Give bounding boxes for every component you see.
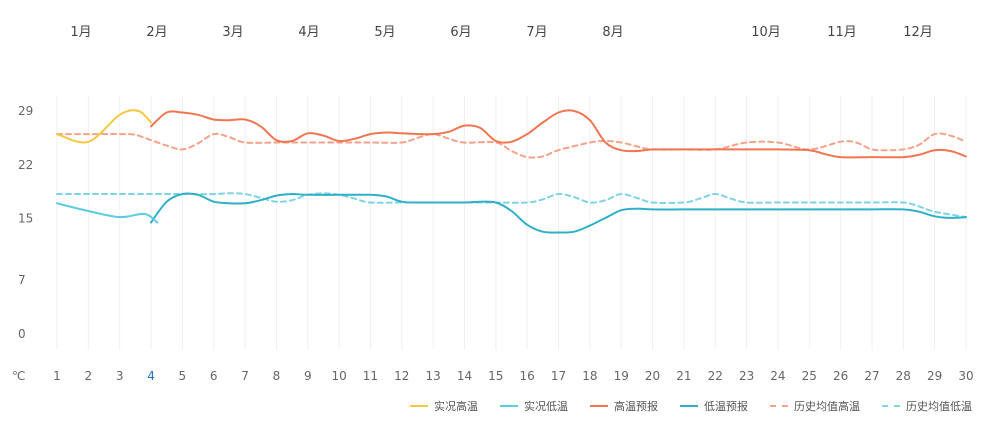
series-line-5: [56, 192, 967, 219]
month-tab-7[interactable]: 7月: [517, 17, 557, 49]
legend-swatch: [882, 405, 900, 407]
x-tick-label: 17: [551, 369, 566, 383]
x-tick-label: 26: [833, 369, 848, 383]
x-tick-label: 18: [582, 369, 597, 383]
x-tick-label: 22: [708, 369, 723, 383]
x-tick-label: 21: [676, 369, 691, 383]
series-line-3: [150, 192, 967, 234]
legend-label: 实况低温: [524, 400, 568, 413]
legend-swatch: [680, 405, 698, 407]
legend-label: 实况高温: [434, 400, 478, 413]
month-tab-6[interactable]: 6月: [441, 17, 481, 49]
x-tick-label: 24: [770, 369, 785, 383]
x-tick-label: 10: [331, 369, 346, 383]
x-tick-label: 2: [85, 369, 93, 383]
grid-lines: [56, 96, 967, 350]
x-tick-label: 16: [520, 369, 535, 383]
x-tick-label: 1: [53, 369, 61, 383]
series-line-1: [56, 202, 159, 224]
month-tab-label: 5月: [374, 25, 396, 40]
month-tab-10[interactable]: 10月: [746, 17, 786, 49]
series-lines: [56, 109, 967, 234]
x-tick-label: 4: [147, 369, 155, 383]
x-tick-label: 13: [425, 369, 440, 383]
legend-item[interactable]: 实况低温: [500, 398, 568, 414]
x-tick-label: 8: [273, 369, 281, 383]
month-tab-label: 1月: [70, 25, 92, 40]
x-tick-label: 5: [179, 369, 187, 383]
legend-swatch: [500, 405, 518, 407]
x-tick-label: 6: [210, 369, 218, 383]
legend-swatch: [410, 405, 428, 407]
month-tab-11[interactable]: 11月: [822, 17, 862, 49]
x-tick-label: 29: [927, 369, 942, 383]
month-tab-1[interactable]: 1月: [61, 17, 101, 49]
x-tick-label: 14: [457, 369, 472, 383]
month-tab-2[interactable]: 2月: [137, 17, 177, 49]
month-selector: 1月 2月 3月 4月 5月 6月 7月 8月 9月 10月 11月 12月: [0, 0, 984, 70]
month-tab-4[interactable]: 4月: [289, 17, 329, 49]
x-tick-label: 20: [645, 369, 660, 383]
month-tab-label: 9月: [678, 25, 700, 40]
x-tick-label: 23: [739, 369, 754, 383]
month-tab-12[interactable]: 12月: [898, 17, 938, 49]
x-tick-label: 28: [896, 369, 911, 383]
legend-item[interactable]: 高温预报: [590, 398, 658, 414]
x-tick-label: 25: [802, 369, 817, 383]
month-tab-label: 4月: [298, 25, 320, 40]
y-tick-label: 0: [18, 327, 26, 341]
month-tab-3[interactable]: 3月: [213, 17, 253, 49]
y-axis: 0 7 15 22 29 ℃: [12, 104, 33, 383]
legend-label: 历史均值低温: [906, 400, 972, 413]
legend-item[interactable]: 低温预报: [680, 398, 748, 414]
legend-swatch: [770, 405, 788, 407]
x-tick-label: 30: [958, 369, 973, 383]
month-tab-label: 8月: [602, 25, 624, 40]
x-axis: 1 2 3 4 5 6 7 8 9 10 11 12 13 14 15 16 17 18 19 20 21 22 23 24 2…: [53, 369, 973, 383]
x-tick-label: 19: [614, 369, 629, 383]
month-tab-label: 2月: [146, 25, 168, 40]
month-tab-label: 3月: [222, 25, 244, 40]
legend-item[interactable]: 历史均值高温: [770, 398, 860, 414]
month-tab-5[interactable]: 5月: [365, 17, 405, 49]
y-tick-label: 7: [18, 273, 26, 287]
legend-item[interactable]: 实况高温: [410, 398, 478, 414]
chart-legend: 实况高温 实况低温 高温预报 低温预报 历史均值高温 历史均值低温: [388, 398, 972, 414]
y-tick-label: 22: [18, 158, 33, 172]
month-tab-label: 6月: [450, 25, 472, 40]
month-tab-8[interactable]: 8月: [593, 17, 633, 49]
y-unit-label: ℃: [12, 369, 25, 383]
x-tick-label: 27: [864, 369, 879, 383]
month-tab-label: 11月: [827, 25, 857, 40]
x-tick-label: 11: [363, 369, 378, 383]
series-line-4: [56, 132, 967, 159]
month-tab-label: 7月: [526, 25, 548, 40]
y-tick-label: 29: [18, 104, 33, 118]
month-tab-label: 12月: [903, 25, 933, 40]
x-tick-label: 9: [304, 369, 312, 383]
x-tick-label: 7: [241, 369, 249, 383]
legend-label: 低温预报: [704, 400, 748, 413]
x-tick-label: 3: [116, 369, 124, 383]
series-line-0: [56, 109, 152, 144]
x-tick-label: 15: [488, 369, 503, 383]
series-line-2: [150, 109, 967, 159]
legend-label: 历史均值高温: [794, 400, 860, 413]
legend-label: 高温预报: [614, 400, 658, 413]
month-tab-label: 10月: [751, 25, 781, 40]
y-tick-label: 15: [18, 212, 33, 226]
month-tab-9[interactable]: 9月: [669, 17, 709, 49]
x-tick-label: 12: [394, 369, 409, 383]
legend-item[interactable]: 历史均值低温: [882, 398, 972, 414]
legend-swatch: [590, 405, 608, 407]
